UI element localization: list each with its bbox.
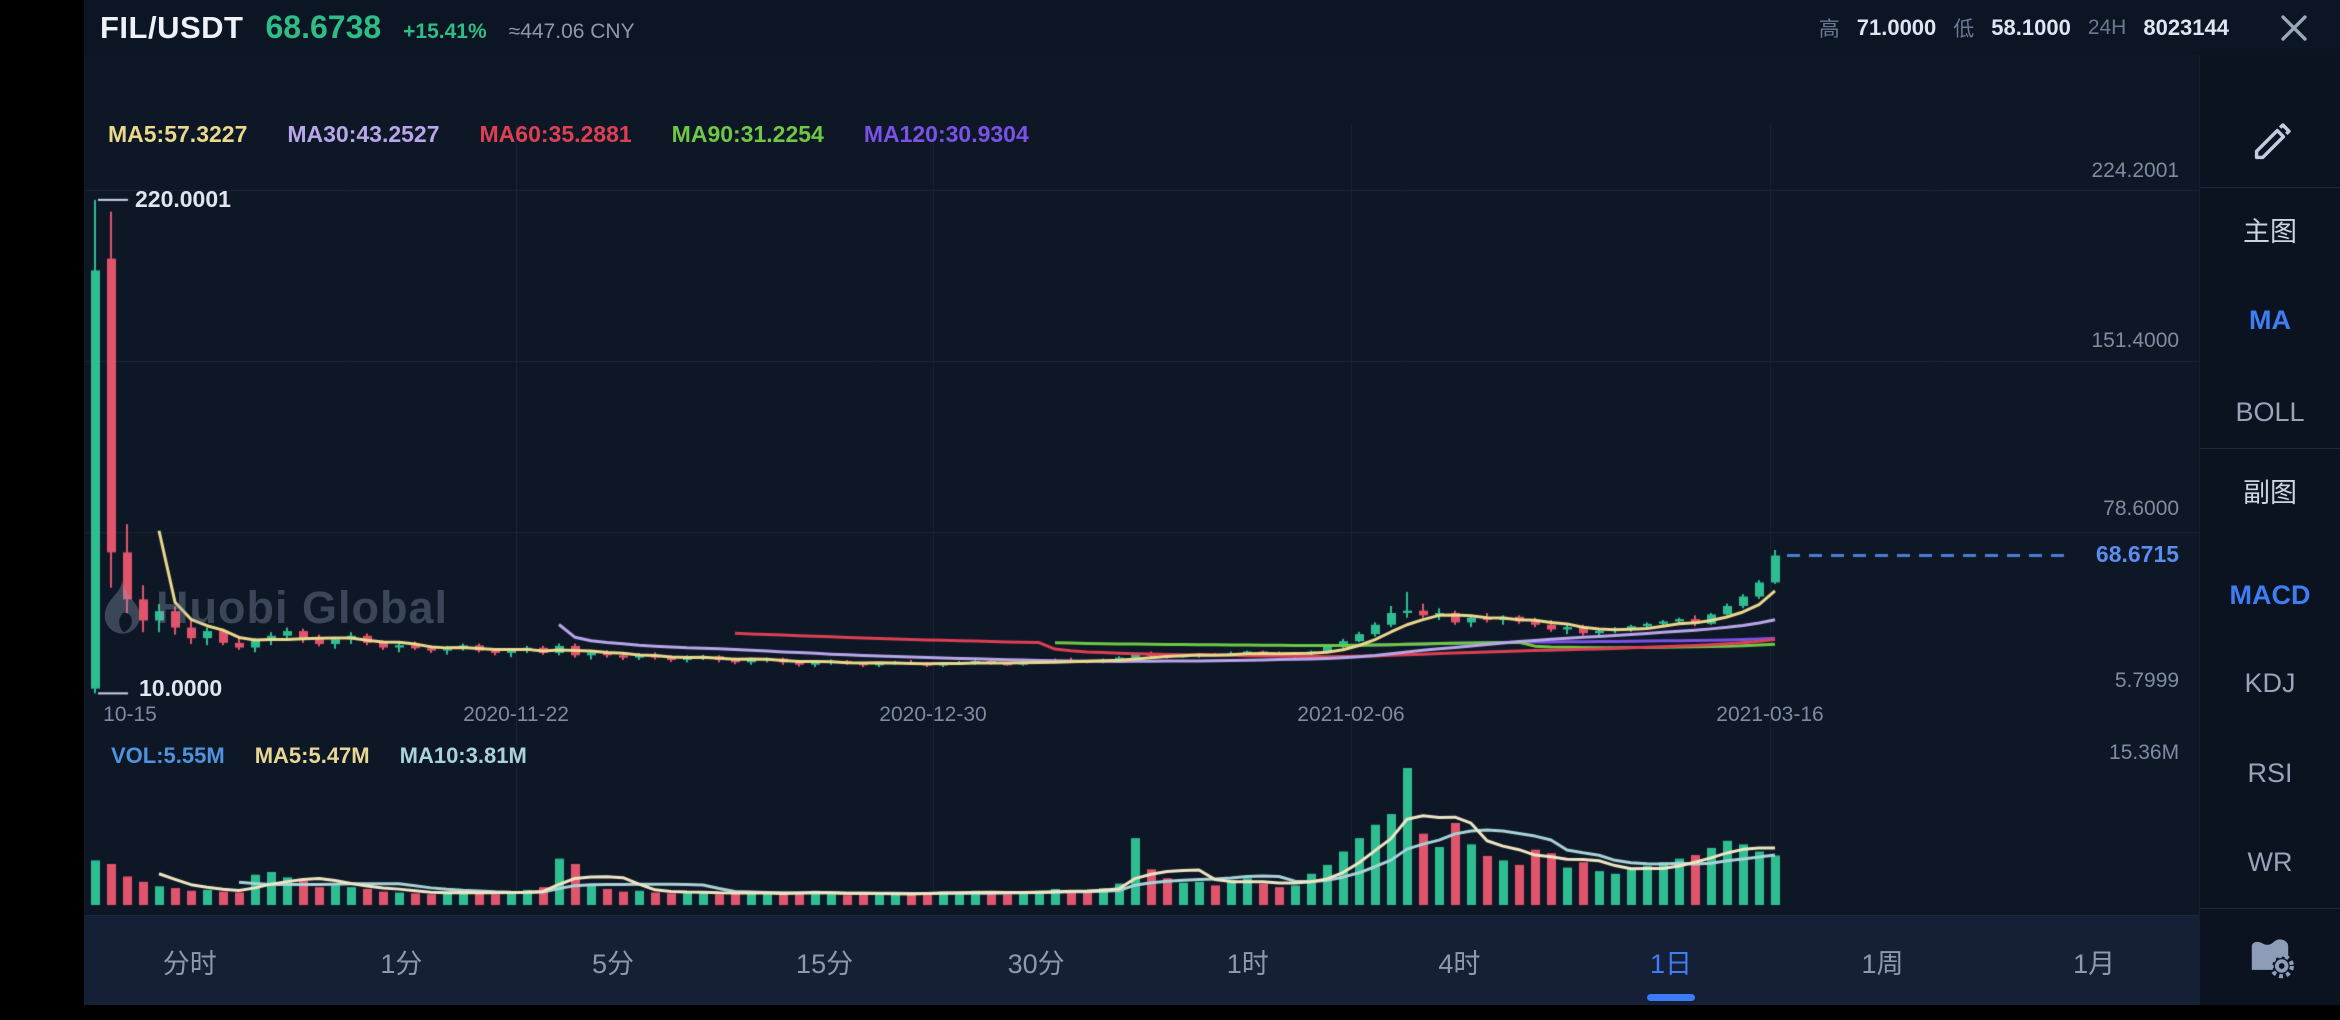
current-price-tag: 68.6715 — [2095, 541, 2180, 567]
sidebar-divider — [2200, 448, 2340, 449]
session-high-marker: 220.0001 — [135, 186, 231, 212]
session-low-marker: 10.0000 — [139, 675, 223, 701]
low-value: 58.1000 — [1991, 14, 2071, 40]
ma-legend-item-2: MA60:35.2881 — [479, 121, 632, 147]
tab-interval-1日[interactable]: 1日 — [1565, 916, 1777, 1005]
tab-interval-30分[interactable]: 30分 — [1007, 948, 1065, 979]
vol24-value: 8023144 — [2143, 14, 2229, 40]
fiat-equivalent: ≈447.06 CNY — [508, 20, 635, 43]
low-label: 低 — [1953, 17, 1975, 41]
price-axis-label-1: 151.4000 — [2091, 329, 2180, 352]
edit-icon[interactable] — [2247, 121, 2293, 172]
volume-legend-item-1: MA5:5.47M — [254, 743, 370, 768]
tab-interval-1分[interactable]: 1分 — [380, 948, 423, 979]
volume-legend: VOL:5.55M MA5:5.47M MA10:3.81M — [111, 743, 527, 769]
symbol-title: FIL/USDT — [100, 10, 244, 45]
last-price: 68.6738 — [265, 9, 382, 45]
high-label: 高 — [1818, 17, 1840, 41]
price-axis-label-3: 5.7999 — [2114, 669, 2180, 692]
tab-interval-4时[interactable]: 4时 — [1438, 948, 1481, 979]
kline-canvas[interactable] — [84, 55, 2200, 915]
time-axis-label-2: 2020-12-30 — [879, 703, 987, 726]
ma-legend-item-0: MA5:57.3227 — [108, 121, 248, 147]
tab-interval-1月[interactable]: 1月 — [2073, 948, 2116, 979]
sidebar-divider — [2200, 187, 2340, 188]
ticker-group: FIL/USDT 68.6738 +15.41% ≈447.06 CNY — [84, 9, 635, 46]
sidebar-divider — [2200, 908, 2340, 909]
sidebar-item-ma[interactable]: MA — [2249, 305, 2292, 335]
price-axis-label-0: 224.2001 — [2091, 159, 2180, 182]
ma-legend-item-1: MA30:43.2527 — [287, 121, 440, 147]
volume-legend-item-0: VOL:5.55M — [111, 743, 225, 768]
sidebar-item-rsi[interactable]: RSI — [2247, 758, 2293, 788]
time-axis-label-0: 10-15 — [103, 703, 157, 726]
sidebar-item-wr[interactable]: WR — [2247, 847, 2293, 877]
top-bar: FIL/USDT 68.6738 +15.41% ≈447.06 CNY 高 7… — [84, 0, 2340, 55]
vol24-label: 24H — [2087, 15, 2127, 39]
time-axis-label-3: 2021-02-06 — [1297, 703, 1405, 726]
sidebar-item-macd[interactable]: MACD — [2229, 580, 2311, 610]
time-axis-label-1: 2020-11-22 — [463, 703, 569, 726]
sidebar-item-kdj[interactable]: KDJ — [2244, 668, 2296, 698]
time-axis-label-4: 2021-03-16 — [1716, 703, 1824, 726]
volume-legend-item-2: MA10:3.81M — [399, 743, 527, 768]
tab-interval-1周[interactable]: 1周 — [1861, 948, 1904, 979]
price-axis-label-4: 15.36M — [2109, 741, 2180, 764]
active-tab-underline — [1646, 994, 1695, 1001]
sidebar-item-boll[interactable]: BOLL — [2235, 397, 2305, 427]
tab-interval-分时[interactable]: 分时 — [162, 948, 217, 979]
ma-legend: MA5:57.3227 MA30:43.2527 MA60:35.2881 MA90:… — [108, 121, 1029, 148]
ma-legend-item-3: MA90:31.2254 — [671, 121, 824, 147]
high-value: 71.0000 — [1856, 14, 1937, 40]
tab-interval-5分[interactable]: 5分 — [591, 948, 634, 979]
price-axis-label-2: 78.6000 — [2103, 497, 2180, 520]
trading-app: FIL/USDT 68.6738 +15.41% ≈447.06 CNY 高 7… — [84, 0, 2340, 1005]
indicator-settings-icon[interactable] — [2244, 927, 2296, 984]
stats-group: 高 71.0000 低 58.1000 24H 8023144 — [1819, 6, 2316, 50]
price-change: +15.41% — [403, 20, 487, 43]
interval-tabbar: 分时 1分 5分 15分 30分 1时 4时 1日 1周 1月 — [84, 915, 2200, 1005]
ma-legend-item-4: MA120:30.9304 — [863, 121, 1029, 147]
indicator-sidebar: 主图 MA BOLL 副图 MACD KDJ RSI WR — [2199, 55, 2340, 1005]
close-icon[interactable] — [2272, 6, 2316, 50]
sidebar-header-main-chart: 主图 — [2243, 217, 2298, 247]
tab-interval-1时[interactable]: 1时 — [1226, 948, 1269, 979]
chart-region: MA5:57.3227 MA30:43.2527 MA60:35.2881 MA90:… — [84, 55, 2200, 1005]
sidebar-header-sub-chart: 副图 — [2243, 478, 2298, 508]
tab-interval-15分[interactable]: 15分 — [796, 948, 854, 979]
